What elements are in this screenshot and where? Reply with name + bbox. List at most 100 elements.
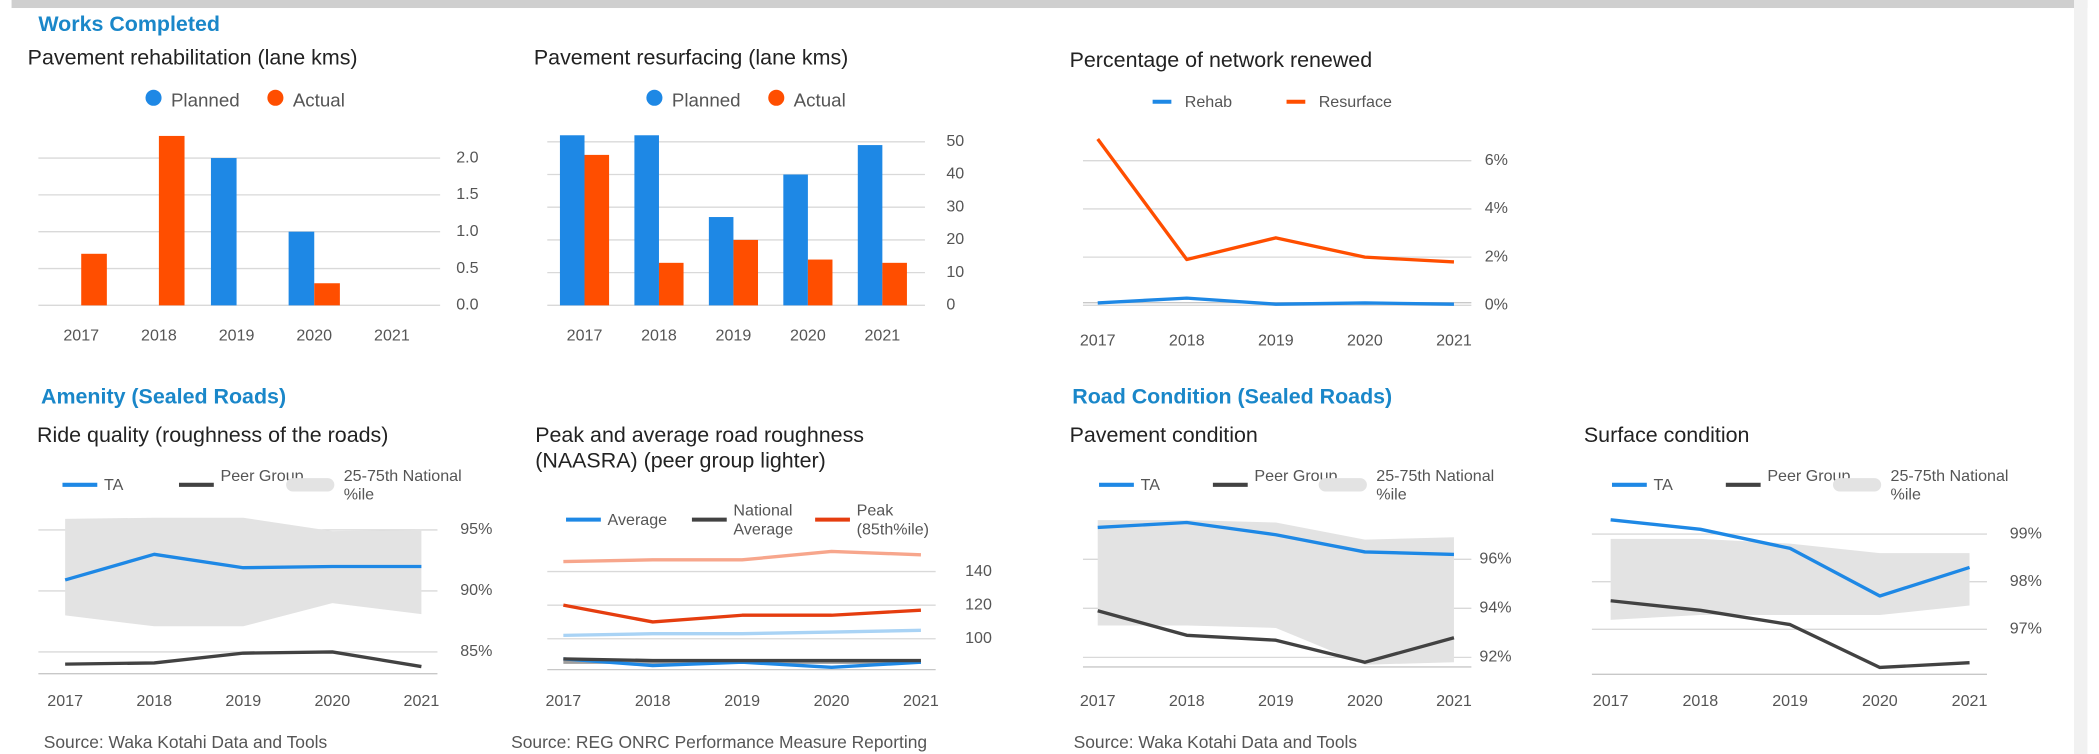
y-tick-label: 99% <box>2010 524 2042 542</box>
x-tick-label: 2017 <box>47 692 83 710</box>
x-tick-label: 2017 <box>545 692 581 710</box>
legend-label-box: TA <box>1141 475 1160 494</box>
chart-title: Ride quality (roughness of the roads) <box>37 424 389 448</box>
chart-title: Pavement condition <box>1069 424 1258 448</box>
x-tick-label: 2020 <box>814 692 850 710</box>
bar <box>708 217 734 306</box>
x-tick-label: 2019 <box>716 326 752 344</box>
x-tick-label: 2019 <box>219 326 255 344</box>
legend-marker <box>1832 478 1882 492</box>
bar <box>81 253 107 306</box>
y-tick-label: 20 <box>946 230 964 248</box>
y-tick-label: 120 <box>965 595 992 613</box>
x-tick-label: 2020 <box>314 692 350 710</box>
legend-label: Actual <box>794 90 846 111</box>
legend-label-box: Peer Group <box>220 466 304 485</box>
series-line <box>563 657 921 663</box>
legend-label: 25-75th National %ile <box>343 466 462 504</box>
x-tick-label: 2021 <box>1952 692 1988 710</box>
series-line <box>563 657 922 669</box>
x-tick-label: 2020 <box>1862 692 1898 710</box>
x-tick-label: 2017 <box>1593 692 1629 710</box>
y-tick-label: 94% <box>1479 599 1511 617</box>
percentile-band <box>1610 538 1970 620</box>
x-tick-label: 2018 <box>641 326 677 344</box>
section-heading: Amenity (Sealed Roads) <box>41 384 286 408</box>
x-tick-label: 2021 <box>404 692 440 710</box>
y-tick-label: 98% <box>2010 572 2042 590</box>
legend-label: TA <box>1653 475 1673 495</box>
legend-label: Average <box>607 510 668 530</box>
y-tick-label: 30 <box>946 197 964 215</box>
x-tick-label: 2020 <box>790 326 826 344</box>
legend-label-box: 25-75th National %ile <box>343 466 462 504</box>
y-tick-label: 0.0 <box>456 296 478 314</box>
y-tick-label: 50 <box>946 132 964 150</box>
x-tick-label: 2018 <box>136 692 172 710</box>
legend-label: Resurface <box>1318 92 1392 112</box>
chart-title-box: Pavement rehabilitation (lane kms) <box>27 46 358 70</box>
x-tick-label: 2018 <box>141 326 177 344</box>
x-tick-label: 2018 <box>1169 332 1205 350</box>
x-tick-label: 2020 <box>1347 332 1383 350</box>
legend-label-box: Resurface <box>1318 92 1392 112</box>
bar <box>158 135 185 306</box>
legend-marker <box>768 89 785 106</box>
series-line <box>563 628 921 638</box>
x-tick-label: 2020 <box>296 326 332 344</box>
bar <box>658 262 684 306</box>
source-note: Source: Waka Kotahi Data and Tools <box>44 732 328 752</box>
y-tick-label: 95% <box>460 520 492 538</box>
x-tick-label: 2019 <box>225 692 261 710</box>
legend-label-box: National Average <box>733 500 794 539</box>
y-tick-label: 2.0 <box>456 148 478 166</box>
y-tick-label: 2% <box>1485 247 1508 265</box>
chart-title: Peak and average road roughness (NAASRA)… <box>535 424 865 473</box>
percentile-band <box>65 517 422 627</box>
section-heading: Works Completed <box>38 12 220 36</box>
x-tick-label: 2018 <box>1683 692 1719 710</box>
chart-title-box: Ride quality (roughness of the roads) <box>37 424 389 448</box>
series-line <box>1097 520 1455 557</box>
legend-label: 25-75th National %ile <box>1376 466 1495 504</box>
y-tick-label: 0.5 <box>456 259 478 277</box>
y-tick-label: 85% <box>460 642 492 660</box>
y-tick-label: 10 <box>946 263 964 281</box>
chart-title-box: Pavement resurfacing (lane kms) <box>533 46 849 70</box>
x-tick-label: 2019 <box>1258 332 1294 350</box>
x-tick-label: 2021 <box>1436 332 1472 350</box>
legend-label-box: Peak (85th%ile) <box>856 500 930 539</box>
legend-label: Peer Group <box>220 466 304 485</box>
bar <box>584 154 610 306</box>
source-note: Source: Waka Kotahi Data and Tools <box>1074 732 1358 752</box>
y-tick-label: 0% <box>1485 296 1508 314</box>
legend-label-box: TA <box>103 475 124 495</box>
series-line <box>1096 138 1455 264</box>
legend-label: 25-75th National %ile <box>1890 466 2009 504</box>
bar <box>733 239 759 306</box>
series-line <box>65 650 422 669</box>
series-line <box>563 549 921 564</box>
series-line <box>1097 609 1455 664</box>
chart-title: Percentage of network renewed <box>1069 49 1373 73</box>
legend-label: Rehab <box>1184 92 1233 112</box>
series-line <box>1610 518 1971 598</box>
section-heading: Road Condition (Sealed Roads) <box>1072 384 1392 408</box>
legend-label-box: 25-75th National %ile <box>1376 466 1495 504</box>
chart-title: Surface condition <box>1583 424 1750 448</box>
x-tick-label: 2019 <box>1258 692 1294 710</box>
y-tick-label: 92% <box>1479 648 1511 666</box>
chart-title: Pavement rehabilitation (lane kms) <box>27 46 358 70</box>
legend-label: Planned <box>672 90 741 111</box>
series-line <box>1097 296 1454 306</box>
legend-label: TA <box>103 475 124 495</box>
chart-title: Pavement resurfacing (lane kms) <box>533 46 849 70</box>
legend-marker <box>646 89 663 106</box>
percentile-band <box>1097 520 1454 665</box>
legend-label: Peak (85th%ile) <box>856 500 930 539</box>
y-tick-label: 90% <box>460 581 492 599</box>
chart-title-box: Pavement condition <box>1069 424 1258 448</box>
legend-label: National Average <box>733 500 794 539</box>
y-tick-label: 97% <box>2010 620 2042 638</box>
